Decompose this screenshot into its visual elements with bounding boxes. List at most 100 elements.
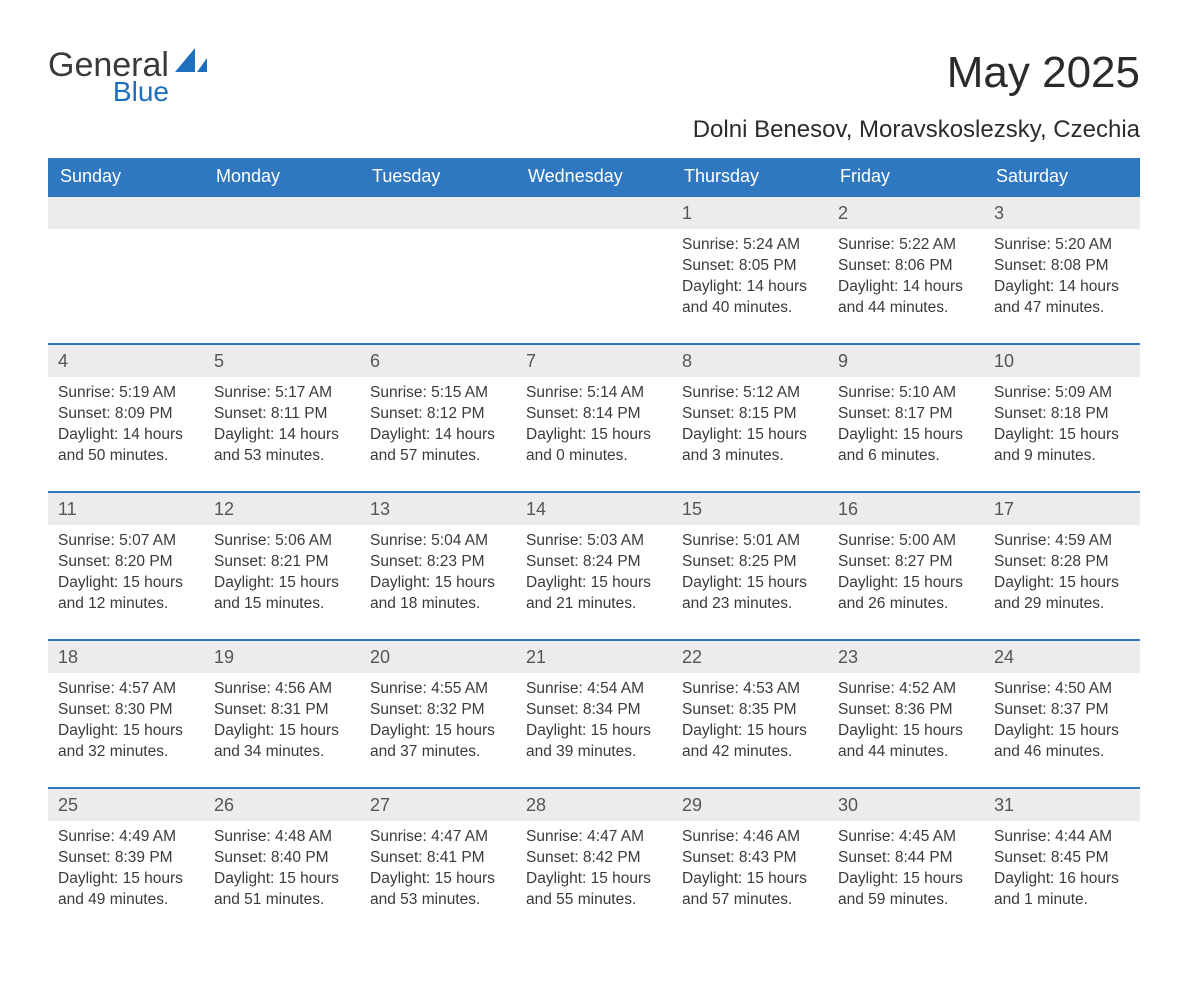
day-cell: 22Sunrise: 4:53 AMSunset: 8:35 PMDayligh… bbox=[672, 641, 828, 787]
daylight2-text: and 44 minutes. bbox=[838, 298, 974, 319]
day-cell: 25 Sunrise: 4:49 AMSunset: 8:39 PMDayligh… bbox=[48, 789, 204, 935]
day-number bbox=[360, 197, 516, 229]
day-header: Saturday bbox=[984, 158, 1140, 195]
day-cell: 5Sunrise: 5:17 AMSunset: 8:11 PMDaylight… bbox=[204, 345, 360, 491]
week-row: 11Sunrise: 5:07 AMSunset: 8:20 PMDayligh… bbox=[48, 491, 1140, 639]
day-cell: 12Sunrise: 5:06 AMSunset: 8:21 PMDayligh… bbox=[204, 493, 360, 639]
daylight1-text: Daylight: 15 hours bbox=[214, 721, 350, 742]
daylight1-text: Daylight: 15 hours bbox=[838, 573, 974, 594]
day-number: 30 bbox=[828, 789, 984, 821]
daylight1-text: Daylight: 14 hours bbox=[682, 277, 818, 298]
sunrise-text: Sunrise: 5:12 AM bbox=[682, 383, 818, 404]
sunset-text: Sunset: 8:12 PM bbox=[370, 404, 506, 425]
day-number: 15 bbox=[672, 493, 828, 525]
sunrise-text: Sunrise: 5:24 AM bbox=[682, 235, 818, 256]
daylight2-text: and 57 minutes. bbox=[682, 890, 818, 911]
day-number: 1 bbox=[672, 197, 828, 229]
daylight2-text: and 55 minutes. bbox=[526, 890, 662, 911]
day-number: 14 bbox=[516, 493, 672, 525]
sunset-text: Sunset: 8:35 PM bbox=[682, 700, 818, 721]
sunrise-text: Sunrise: 5:09 AM bbox=[994, 383, 1130, 404]
daylight2-text: and 29 minutes. bbox=[994, 594, 1130, 615]
daylight1-text: Daylight: 15 hours bbox=[214, 573, 350, 594]
daylight2-text: and 0 minutes. bbox=[526, 446, 662, 467]
daylight1-text: Daylight: 15 hours bbox=[994, 573, 1130, 594]
day-cell bbox=[204, 197, 360, 343]
day-header: Wednesday bbox=[516, 158, 672, 195]
weeks-container: 1Sunrise: 5:24 AMSunset: 8:05 PMDaylight… bbox=[48, 195, 1140, 935]
daylight2-text: and 3 minutes. bbox=[682, 446, 818, 467]
sunrise-text: Sunrise: 4:54 AM bbox=[526, 679, 662, 700]
sunrise-text: Sunrise: 5:07 AM bbox=[58, 531, 194, 552]
sunrise-text: Sunrise: 4:47 AM bbox=[526, 827, 662, 848]
daylight1-text: Daylight: 15 hours bbox=[838, 721, 974, 742]
sunset-text: Sunset: 8:27 PM bbox=[838, 552, 974, 573]
daylight1-text: Daylight: 15 hours bbox=[526, 425, 662, 446]
daylight1-text: Daylight: 15 hours bbox=[58, 869, 194, 890]
day-cell: 9Sunrise: 5:10 AMSunset: 8:17 PMDaylight… bbox=[828, 345, 984, 491]
sunrise-text: Sunrise: 5:15 AM bbox=[370, 383, 506, 404]
daylight1-text: Daylight: 15 hours bbox=[526, 573, 662, 594]
day-number: 25 bbox=[48, 789, 204, 821]
sunset-text: Sunset: 8:42 PM bbox=[526, 848, 662, 869]
sunrise-text: Sunrise: 5:20 AM bbox=[994, 235, 1130, 256]
day-number: 7 bbox=[516, 345, 672, 377]
sunrise-text: Sunrise: 4:49 AM bbox=[58, 827, 194, 848]
day-number: 22 bbox=[672, 641, 828, 673]
sunset-text: Sunset: 8:24 PM bbox=[526, 552, 662, 573]
sunrise-text: Sunrise: 5:01 AM bbox=[682, 531, 818, 552]
daylight1-text: Daylight: 14 hours bbox=[994, 277, 1130, 298]
day-number: 29 bbox=[672, 789, 828, 821]
month-title: May 2025 bbox=[693, 48, 1140, 98]
day-cell: 31Sunrise: 4:44 AMSunset: 8:45 PMDayligh… bbox=[984, 789, 1140, 935]
daylight2-text: and 9 minutes. bbox=[994, 446, 1130, 467]
day-header: Thursday bbox=[672, 158, 828, 195]
day-number: 18 bbox=[48, 641, 204, 673]
day-cell: 23Sunrise: 4:52 AMSunset: 8:36 PMDayligh… bbox=[828, 641, 984, 787]
day-number: 8 bbox=[672, 345, 828, 377]
daylight2-text: and 1 minute. bbox=[994, 890, 1130, 911]
day-number: 31 bbox=[984, 789, 1140, 821]
daylight2-text: and 53 minutes. bbox=[370, 890, 506, 911]
day-cell: 8Sunrise: 5:12 AMSunset: 8:15 PMDaylight… bbox=[672, 345, 828, 491]
daylight1-text: Daylight: 15 hours bbox=[682, 573, 818, 594]
daylight2-text: and 15 minutes. bbox=[214, 594, 350, 615]
sunrise-text: Sunrise: 4:53 AM bbox=[682, 679, 818, 700]
daylight2-text: and 42 minutes. bbox=[682, 742, 818, 763]
day-number: 10 bbox=[984, 345, 1140, 377]
sunset-text: Sunset: 8:09 PM bbox=[58, 404, 194, 425]
sunset-text: Sunset: 8:36 PM bbox=[838, 700, 974, 721]
sunset-text: Sunset: 8:11 PM bbox=[214, 404, 350, 425]
sunset-text: Sunset: 8:25 PM bbox=[682, 552, 818, 573]
sunrise-text: Sunrise: 5:17 AM bbox=[214, 383, 350, 404]
daylight1-text: Daylight: 15 hours bbox=[838, 869, 974, 890]
sunset-text: Sunset: 8:06 PM bbox=[838, 256, 974, 277]
sunset-text: Sunset: 8:05 PM bbox=[682, 256, 818, 277]
daylight1-text: Daylight: 15 hours bbox=[370, 869, 506, 890]
sunset-text: Sunset: 8:40 PM bbox=[214, 848, 350, 869]
daylight2-text: and 32 minutes. bbox=[58, 742, 194, 763]
day-cell: 26Sunrise: 4:48 AMSunset: 8:40 PMDayligh… bbox=[204, 789, 360, 935]
sunrise-text: Sunrise: 5:19 AM bbox=[58, 383, 194, 404]
sunrise-text: Sunrise: 5:06 AM bbox=[214, 531, 350, 552]
day-cell: 15 Sunrise: 5:01 AMSunset: 8:25 PMDayligh… bbox=[672, 493, 828, 639]
daylight2-text: and 50 minutes. bbox=[58, 446, 194, 467]
header-region: General Blue May 2025 Dolni Benesov, Mor… bbox=[48, 48, 1140, 144]
day-number: 16 bbox=[828, 493, 984, 525]
daylight1-text: Daylight: 15 hours bbox=[370, 721, 506, 742]
sunset-text: Sunset: 8:37 PM bbox=[994, 700, 1130, 721]
daylight1-text: Daylight: 16 hours bbox=[994, 869, 1130, 890]
sunrise-text: Sunrise: 4:56 AM bbox=[214, 679, 350, 700]
sunset-text: Sunset: 8:45 PM bbox=[994, 848, 1130, 869]
day-cell: 11Sunrise: 5:07 AMSunset: 8:20 PMDayligh… bbox=[48, 493, 204, 639]
daylight2-text: and 57 minutes. bbox=[370, 446, 506, 467]
day-cell bbox=[516, 197, 672, 343]
day-cell bbox=[360, 197, 516, 343]
day-cell: 27Sunrise: 4:47 AMSunset: 8:41 PMDayligh… bbox=[360, 789, 516, 935]
week-row: 18Sunrise: 4:57 AMSunset: 8:30 PMDayligh… bbox=[48, 639, 1140, 787]
sunset-text: Sunset: 8:39 PM bbox=[58, 848, 194, 869]
day-cell: 4Sunrise: 5:19 AMSunset: 8:09 PMDaylight… bbox=[48, 345, 204, 491]
daylight1-text: Daylight: 14 hours bbox=[838, 277, 974, 298]
daylight2-text: and 51 minutes. bbox=[214, 890, 350, 911]
day-number: 23 bbox=[828, 641, 984, 673]
